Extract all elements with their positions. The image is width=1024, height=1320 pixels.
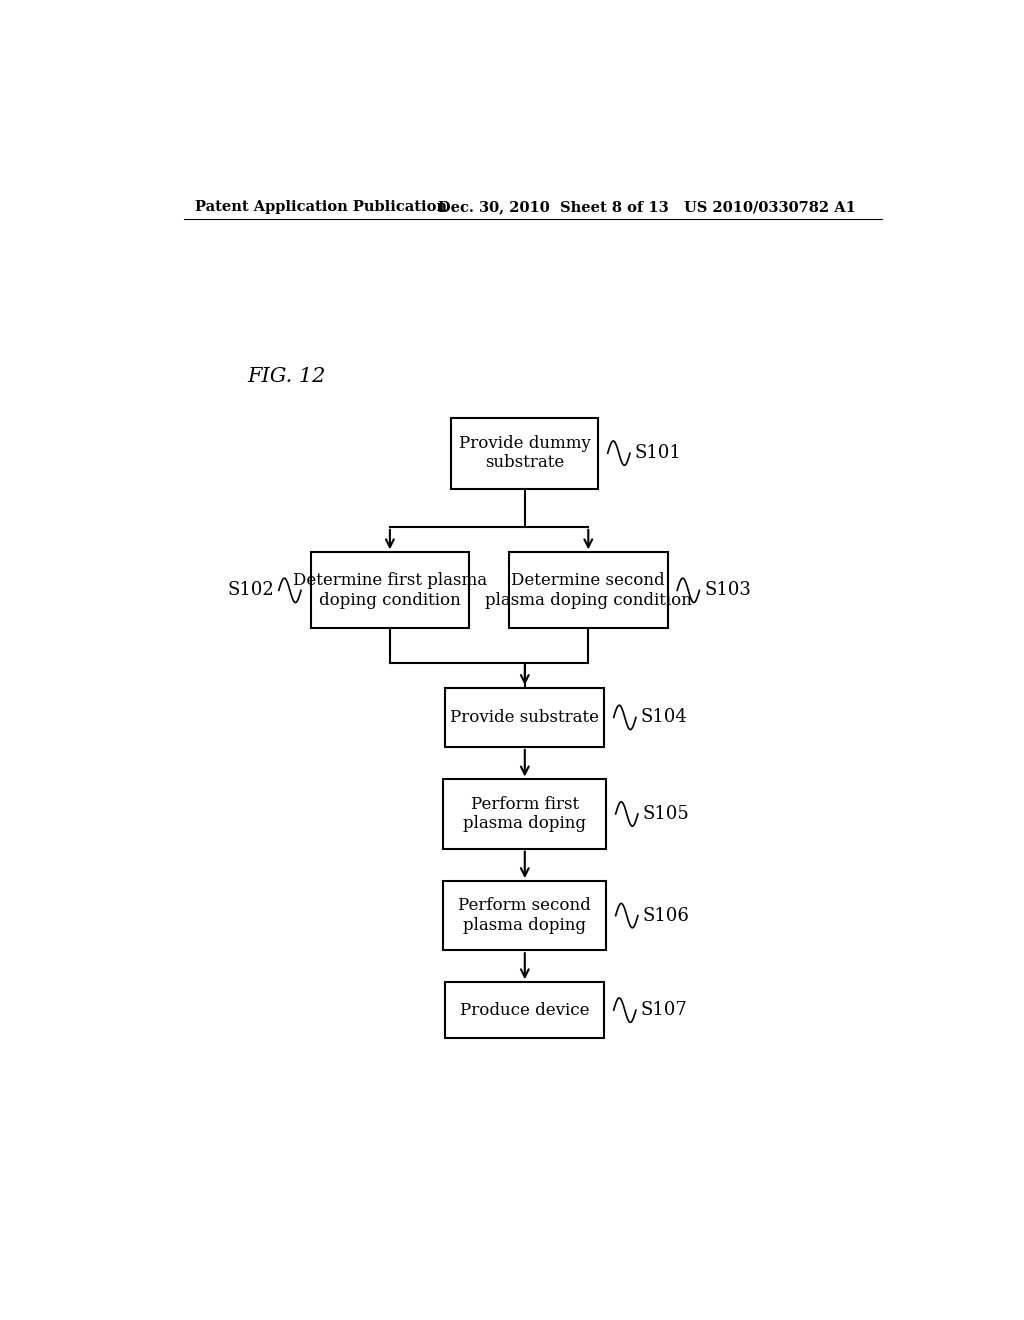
Text: Provide dummy
substrate: Provide dummy substrate: [459, 434, 591, 471]
Text: S105: S105: [643, 805, 689, 822]
Text: S104: S104: [641, 709, 687, 726]
Text: Dec. 30, 2010  Sheet 8 of 13: Dec. 30, 2010 Sheet 8 of 13: [437, 201, 669, 214]
Text: Produce device: Produce device: [460, 1002, 590, 1019]
Bar: [452, 417, 598, 488]
Bar: [443, 779, 606, 849]
Bar: [509, 552, 668, 628]
Text: S106: S106: [643, 907, 689, 924]
Text: Perform second
plasma doping: Perform second plasma doping: [459, 898, 591, 935]
Bar: [445, 982, 604, 1038]
Bar: [445, 688, 604, 747]
Bar: [310, 552, 469, 628]
Text: FIG. 12: FIG. 12: [247, 367, 326, 387]
Text: Patent Application Publication: Patent Application Publication: [196, 201, 447, 214]
Text: Determine second
plasma doping condition: Determine second plasma doping condition: [484, 572, 692, 609]
Text: US 2010/0330782 A1: US 2010/0330782 A1: [684, 201, 855, 214]
Text: Provide substrate: Provide substrate: [451, 709, 599, 726]
Text: S102: S102: [227, 581, 274, 599]
Text: Perform first
plasma doping: Perform first plasma doping: [463, 796, 587, 833]
Text: S107: S107: [641, 1001, 687, 1019]
Text: S101: S101: [635, 444, 682, 462]
Bar: [443, 880, 606, 950]
Text: Determine first plasma
doping condition: Determine first plasma doping condition: [293, 572, 487, 609]
Text: S103: S103: [705, 581, 751, 599]
